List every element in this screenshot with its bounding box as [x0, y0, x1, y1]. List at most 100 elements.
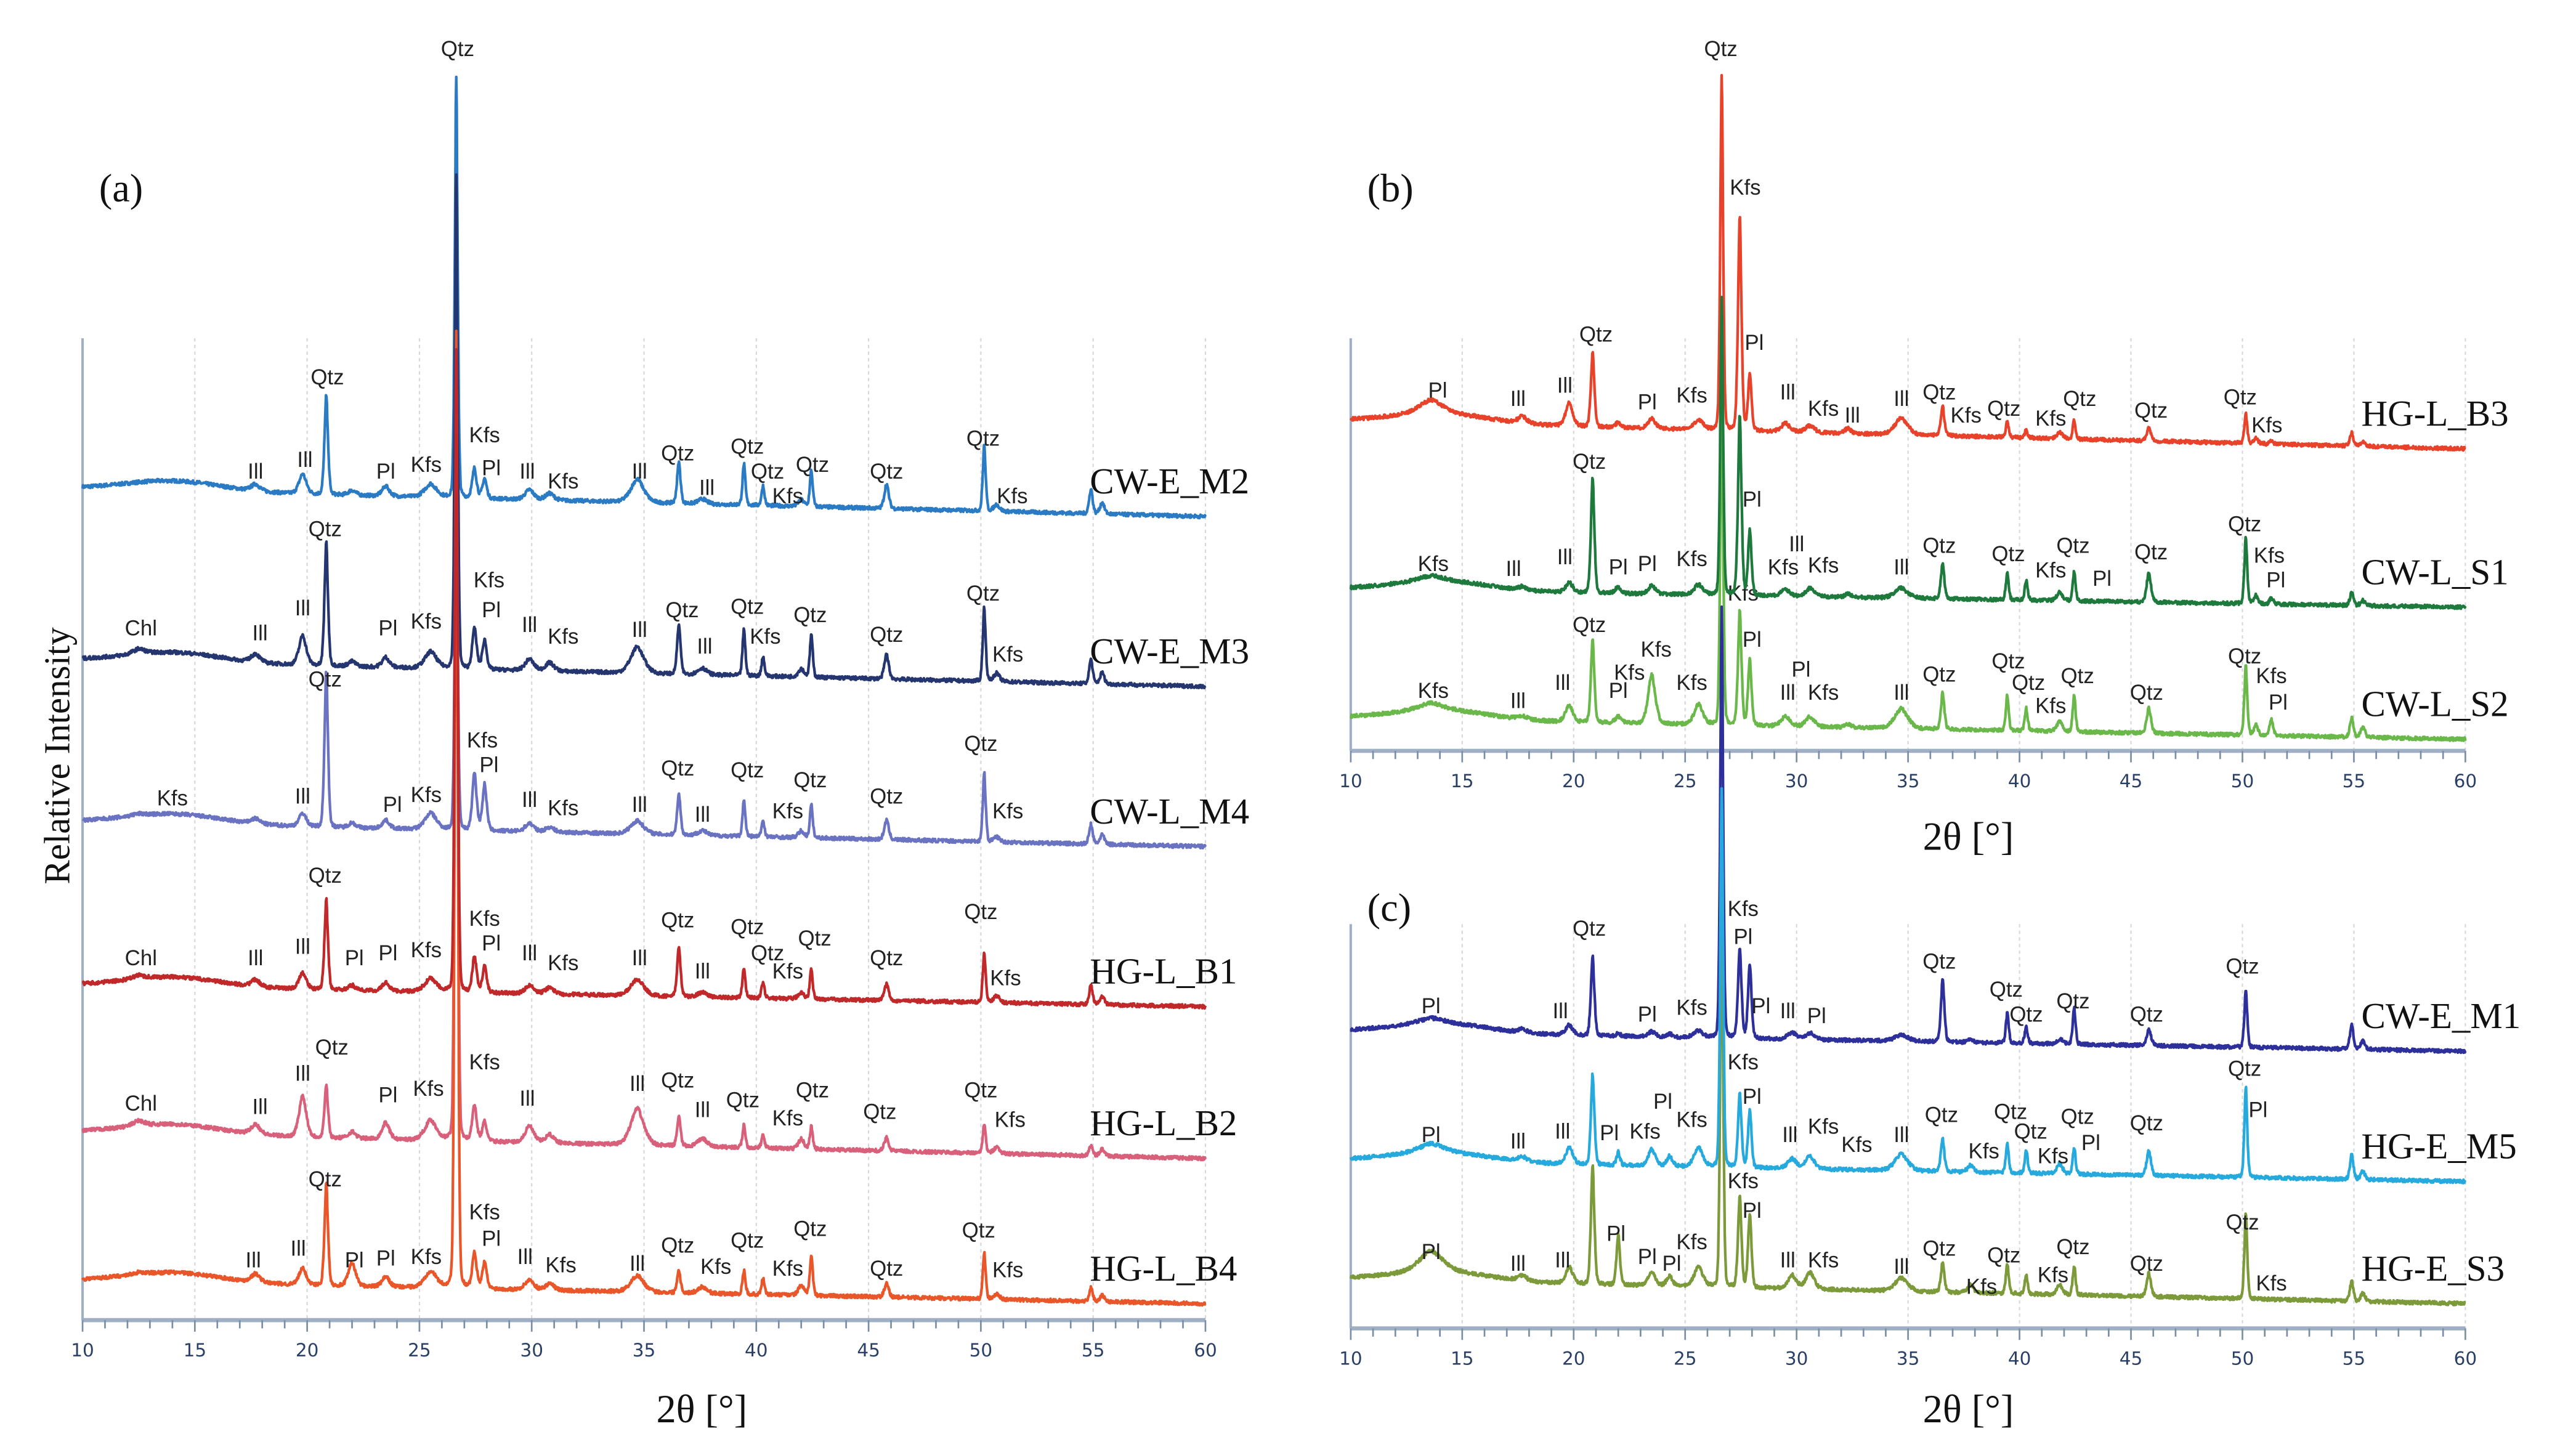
- peak-label: Pl: [376, 460, 395, 484]
- peak-label: Kfs: [548, 469, 578, 493]
- peak-label: Ill: [632, 618, 647, 642]
- y-axis-label: Relative Intensity: [37, 627, 78, 885]
- peak-label: Kfs: [1728, 897, 1759, 921]
- peak-label: Qtz: [315, 1035, 349, 1059]
- peak-label: Qtz: [964, 1079, 997, 1103]
- peak-label: Kfs: [700, 1255, 731, 1279]
- peak-label: Kfs: [1676, 1230, 1707, 1254]
- pattern-line: [1349, 787, 2467, 1185]
- peak-label: Kfs: [469, 1201, 500, 1225]
- peak-label: Ill: [1789, 532, 1804, 556]
- peak-label: Kfs: [1629, 1119, 1660, 1143]
- peak-label: Qtz: [1991, 649, 2025, 673]
- peak-label: Kfs: [1808, 1114, 1839, 1138]
- peak-label: Kfs: [995, 1108, 1026, 1132]
- peak-label: Kfs: [772, 960, 803, 984]
- peak-label: Kfs: [1730, 176, 1760, 200]
- x-axis-label: 2θ [°]: [1923, 815, 2014, 859]
- peak-label: Qtz: [726, 1088, 759, 1112]
- peak-label: Pl: [1600, 1121, 1619, 1145]
- peak-label: Qtz: [2009, 1002, 2043, 1026]
- peak-label: Ill: [1780, 380, 1796, 404]
- peak-label: Kfs: [1676, 384, 1707, 408]
- peak-label: Pl: [1744, 331, 1764, 355]
- peak-label: Ill: [1510, 1130, 1526, 1154]
- peak-label: Pl: [376, 1247, 395, 1271]
- peak-label: Ill: [519, 460, 535, 484]
- peak-label: Pl: [1743, 487, 1762, 511]
- peak-label: Pl: [2248, 1098, 2267, 1122]
- peak-label: Kfs: [2035, 694, 2066, 718]
- peak-label: Ill: [1894, 555, 1909, 579]
- peak-label: Qtz: [309, 864, 342, 888]
- peak-label: Qtz: [966, 426, 1000, 450]
- peak-label: Pl: [1609, 555, 1628, 579]
- peak-label: Kfs: [2038, 1144, 2068, 1169]
- peak-label: Ill: [295, 596, 310, 620]
- peak-label: Kfs: [772, 800, 803, 824]
- peak-label: Ill: [248, 946, 263, 970]
- sample-name: HG-E_M5: [2362, 1126, 2517, 1167]
- x-tick-label: 50: [970, 1340, 993, 1361]
- peak-label: Ill: [1780, 999, 1796, 1023]
- peak-label: Ill: [1782, 1123, 1797, 1147]
- peak-label: Kfs: [1808, 397, 1839, 421]
- peak-label: Qtz: [661, 756, 694, 780]
- peak-label: Kfs: [2256, 1271, 2286, 1295]
- peak-label: Pl: [2081, 1131, 2100, 1155]
- peak-label: Pl: [1743, 1199, 1762, 1223]
- peak-label: Qtz: [1922, 1237, 1956, 1261]
- peak-label: Kfs: [411, 610, 442, 634]
- peak-label: Kfs: [1808, 554, 1839, 578]
- peak-label: Pl: [1733, 925, 1752, 949]
- x-tick-label: 10: [1339, 771, 1363, 792]
- peak-label: Kfs: [2251, 413, 2282, 437]
- peak-label: Qtz: [2224, 385, 2257, 409]
- x-tick-label: 25: [408, 1340, 431, 1361]
- peak-label: Qtz: [665, 598, 699, 622]
- peak-label: Ill: [1552, 999, 1568, 1023]
- peak-label: Pl: [1791, 657, 1810, 681]
- peak-label: Qtz: [1991, 542, 2025, 566]
- peak-label: Kfs: [1969, 1140, 1999, 1164]
- peak-label: Ill: [695, 1098, 710, 1122]
- peak-label: Pl: [1428, 379, 1448, 403]
- peak-label: Qtz: [2012, 671, 2045, 695]
- peak-label: Ill: [697, 634, 712, 658]
- peak-label: Kfs: [467, 729, 498, 753]
- peak-label: Qtz: [2014, 1119, 2047, 1143]
- peak-label: Qtz: [870, 785, 903, 809]
- panel-a: 10 15 20 25 30 35 40 45 50 55 60 2θ [°] (a) Ill Ill Qtz…: [71, 37, 1249, 1431]
- peak-label: Kfs: [1676, 1108, 1707, 1132]
- peak-label: Qtz: [2063, 387, 2096, 411]
- peak-label: Kfs: [1951, 403, 1982, 427]
- peak-label: Kfs: [157, 786, 188, 810]
- peak-label: Qtz: [2130, 1002, 2163, 1026]
- x-tick-label: 45: [2120, 771, 2143, 792]
- peak-label: Qtz: [1922, 533, 1956, 557]
- peak-label: Kfs: [548, 796, 578, 820]
- peak-label: Pl: [2266, 569, 2285, 593]
- x-tick-label: 15: [1451, 1348, 1474, 1369]
- peak-label: Qtz: [964, 732, 997, 756]
- pattern-line: [1349, 376, 2467, 742]
- peak-label: Qtz: [798, 926, 831, 950]
- x-tick-label: 30: [520, 1340, 543, 1361]
- peak-label: Qtz: [309, 517, 342, 541]
- peak-label: Kfs: [1676, 996, 1707, 1020]
- pattern-line: [1349, 889, 2466, 1306]
- peak-label: Pl: [1638, 1002, 1657, 1026]
- peak-label: Qtz: [2061, 1104, 2094, 1128]
- peak-label: Pl: [1422, 1123, 1441, 1147]
- sample-name: CW-L_S1: [2362, 551, 2509, 592]
- x-tick-label: 10: [71, 1340, 94, 1361]
- peak-label: Kfs: [1808, 1248, 1839, 1272]
- peak-label: Pl: [378, 1084, 397, 1108]
- x-tick-label: 50: [2231, 1348, 2254, 1369]
- sample-name: CW-E_M2: [1090, 461, 1249, 501]
